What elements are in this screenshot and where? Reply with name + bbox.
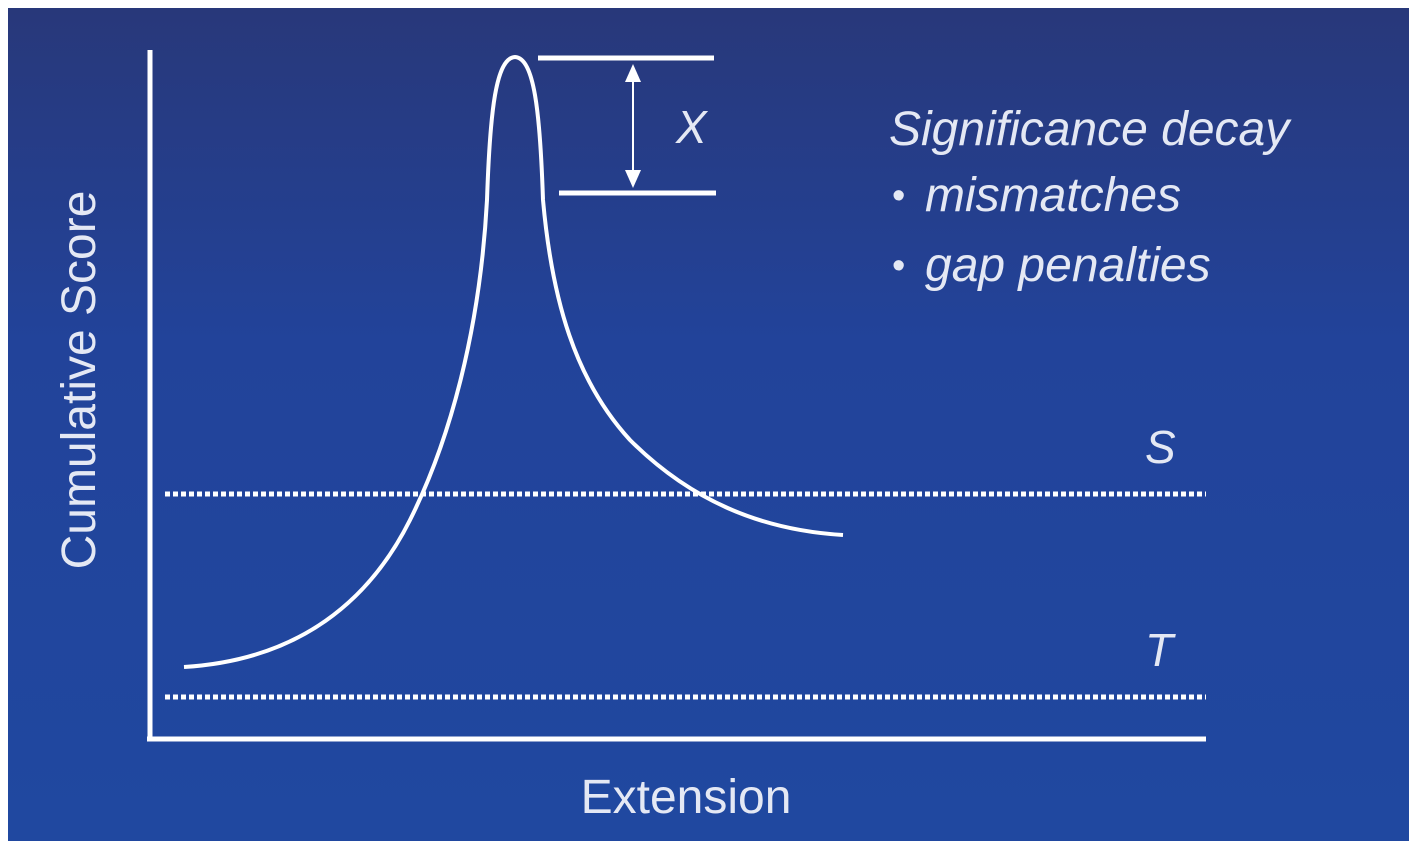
annotation-item-gap-penalties: gap penalties bbox=[925, 239, 1211, 292]
annotation-bullet-1: • bbox=[892, 175, 905, 217]
threshold-t-label: T bbox=[1145, 624, 1176, 676]
x-axis-label: Extension bbox=[581, 771, 792, 824]
score-extension-diagram: X S T Significance decay • mismatches • … bbox=[53, 50, 1292, 824]
threshold-s-label: S bbox=[1145, 421, 1176, 473]
annotation-title: Significance decay bbox=[889, 103, 1292, 156]
drop-label: X bbox=[675, 101, 709, 153]
annotation-item-mismatches: mismatches bbox=[925, 169, 1181, 222]
cumulative-score-curve bbox=[183, 54, 844, 669]
diagram-slide: X S T Significance decay • mismatches • … bbox=[8, 8, 1409, 841]
drop-arrow-head-down bbox=[625, 170, 641, 188]
drop-arrow-head-up bbox=[625, 64, 641, 82]
annotation-bullet-2: • bbox=[892, 245, 905, 287]
y-axis-label: Cumulative Score bbox=[53, 191, 106, 570]
